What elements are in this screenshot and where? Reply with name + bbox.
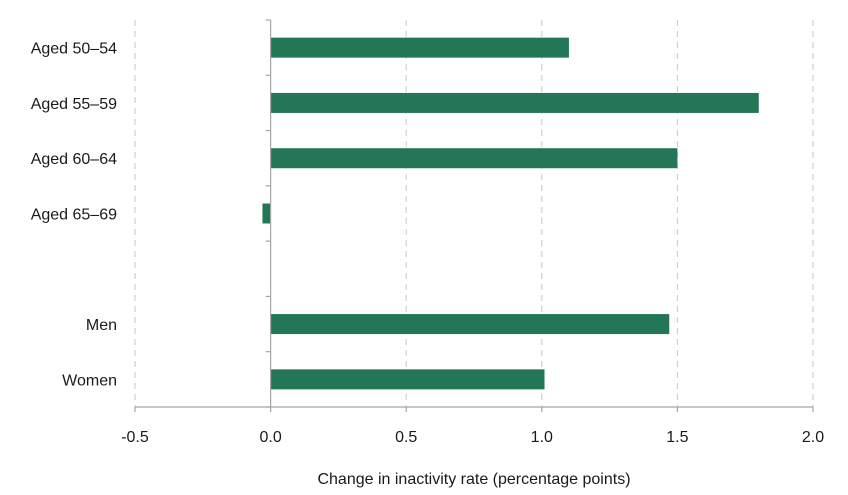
category-label: Aged 65–69 (31, 207, 117, 224)
grid-lines (134, 20, 814, 407)
category-label: Aged 60–64 (31, 151, 117, 168)
x-tick-label: 1.5 (666, 429, 688, 446)
bar-3 (262, 203, 271, 224)
x-tick-label: -0.5 (121, 429, 149, 446)
category-label: Aged 55–59 (31, 96, 117, 113)
x-axis-title: Change in inactivity rate (percentage po… (317, 471, 630, 488)
bar-5 (270, 314, 670, 335)
axes (134, 19, 814, 412)
bar-2 (270, 148, 678, 169)
bar-1 (270, 92, 759, 113)
x-tick-labels: -0.5 0.0 0.5 1.0 1.5 2.0 (121, 429, 824, 446)
category-labels: Aged 50–54 Aged 55–59 Aged 60–64 Aged 65–69… (31, 41, 117, 390)
category-label: Aged 50–54 (31, 41, 117, 58)
x-tick-label: 1.0 (531, 429, 553, 446)
bar-0 (270, 37, 569, 58)
category-label: Women (62, 372, 117, 389)
category-label: Men (86, 317, 117, 334)
x-tick-label: 2.0 (802, 429, 824, 446)
bars (262, 37, 759, 390)
bar-6 (270, 369, 545, 390)
x-tick-label: 0.0 (259, 429, 281, 446)
x-tick-label: 0.5 (395, 429, 417, 446)
